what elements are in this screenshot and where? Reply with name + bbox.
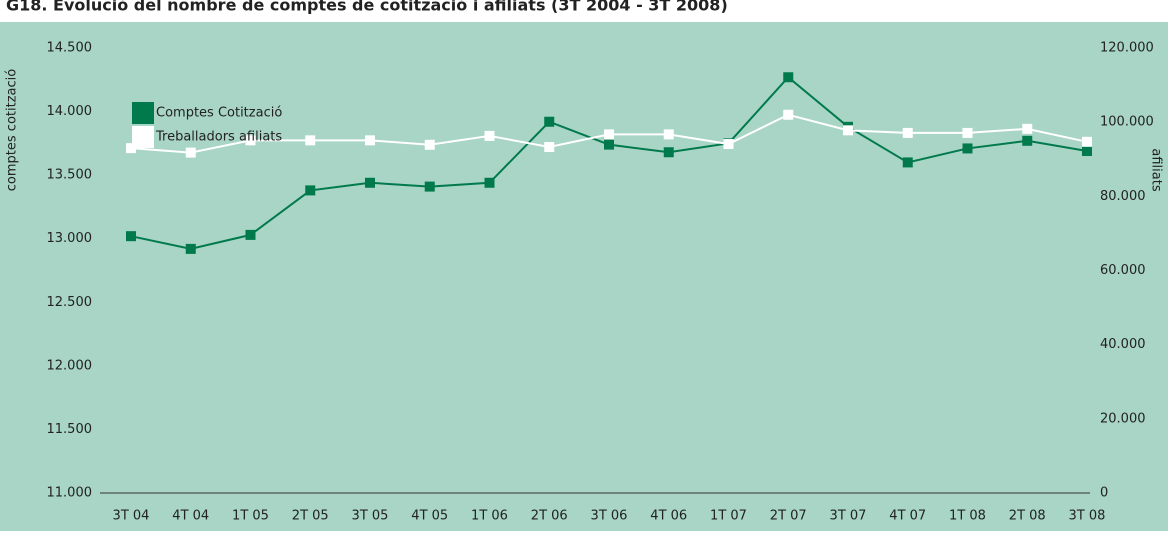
x-tick-label: 3T 08 <box>1069 509 1106 524</box>
series-marker <box>245 229 256 240</box>
x-tick-label: 3T 05 <box>352 509 389 524</box>
y2-tick-label: 0 <box>1100 486 1108 501</box>
y-tick-label: 13.000 <box>47 231 93 246</box>
y-tick-label: 11.000 <box>47 486 93 501</box>
y2-tick-label: 80.000 <box>1100 189 1146 204</box>
x-tick-label: 3T 07 <box>830 509 867 524</box>
y-tick-label: 12.500 <box>47 295 93 310</box>
series-marker <box>126 231 136 242</box>
y-tick-label: 12.000 <box>47 358 93 373</box>
y-tick-label: 11.500 <box>47 422 93 437</box>
series-marker <box>783 109 794 120</box>
series-marker <box>365 135 375 146</box>
legend-label: Comptes Cotització <box>156 106 282 121</box>
legend-swatch <box>132 102 154 124</box>
series-marker <box>544 142 555 153</box>
series-marker <box>126 143 136 154</box>
y-axis-title: comptes cotització <box>5 69 20 191</box>
x-tick-label: 1T 05 <box>232 509 269 524</box>
y2-axis-title: afiliats <box>1149 148 1164 191</box>
series-marker <box>604 129 614 140</box>
chart-title: G18. Evolució del nombre de comptes de c… <box>6 0 728 15</box>
series-marker <box>843 125 853 136</box>
x-tick-label: 3T 04 <box>113 509 150 524</box>
series-marker <box>902 157 913 168</box>
legend-label: Treballadors afiliats <box>155 130 282 145</box>
series-marker <box>424 181 435 192</box>
y-tick-label: 14.500 <box>47 41 93 56</box>
x-tick-label: 1T 07 <box>710 509 747 524</box>
x-tick-label: 2T 05 <box>292 509 329 524</box>
y-tick-label: 14.000 <box>47 104 93 119</box>
x-tick-label: 3T 06 <box>591 509 628 524</box>
y2-tick-label: 100.000 <box>1100 115 1154 130</box>
series-marker <box>1082 136 1092 147</box>
series-marker <box>484 177 495 188</box>
series-marker <box>962 143 973 154</box>
plot-background <box>0 22 1168 531</box>
x-tick-label: 2T 06 <box>531 509 568 524</box>
series-marker <box>604 139 614 150</box>
y2-tick-label: 120.000 <box>1100 41 1154 56</box>
series-marker <box>723 139 734 150</box>
x-tick-label: 4T 05 <box>411 509 448 524</box>
series-marker <box>365 177 375 188</box>
series-marker <box>544 116 555 127</box>
x-tick-label: 2T 08 <box>1009 509 1046 524</box>
series-marker <box>663 147 674 158</box>
series-marker <box>185 243 196 254</box>
x-tick-label: 4T 04 <box>172 509 209 524</box>
x-tick-label: 1T 06 <box>471 509 508 524</box>
series-marker <box>962 127 973 138</box>
series-marker <box>305 185 316 196</box>
x-tick-label: 2T 07 <box>770 509 807 524</box>
x-tick-label: 4T 06 <box>650 509 687 524</box>
series-marker <box>424 139 435 150</box>
x-tick-label: 1T 08 <box>949 509 986 524</box>
series-marker <box>245 135 256 146</box>
series-marker <box>902 127 913 138</box>
x-tick-label: 4T 07 <box>889 509 926 524</box>
legend-swatch <box>132 126 154 148</box>
series-marker <box>185 147 196 158</box>
y2-tick-label: 40.000 <box>1100 337 1146 352</box>
y-tick-label: 13.500 <box>47 168 93 183</box>
series-marker <box>1022 123 1033 134</box>
series-marker <box>1082 145 1092 156</box>
series-marker <box>305 135 316 146</box>
series-marker <box>1022 135 1033 146</box>
y2-tick-label: 20.000 <box>1100 411 1146 426</box>
series-marker <box>663 129 674 140</box>
series-marker <box>783 72 794 83</box>
series-marker <box>484 130 495 141</box>
y2-tick-label: 60.000 <box>1100 263 1146 278</box>
